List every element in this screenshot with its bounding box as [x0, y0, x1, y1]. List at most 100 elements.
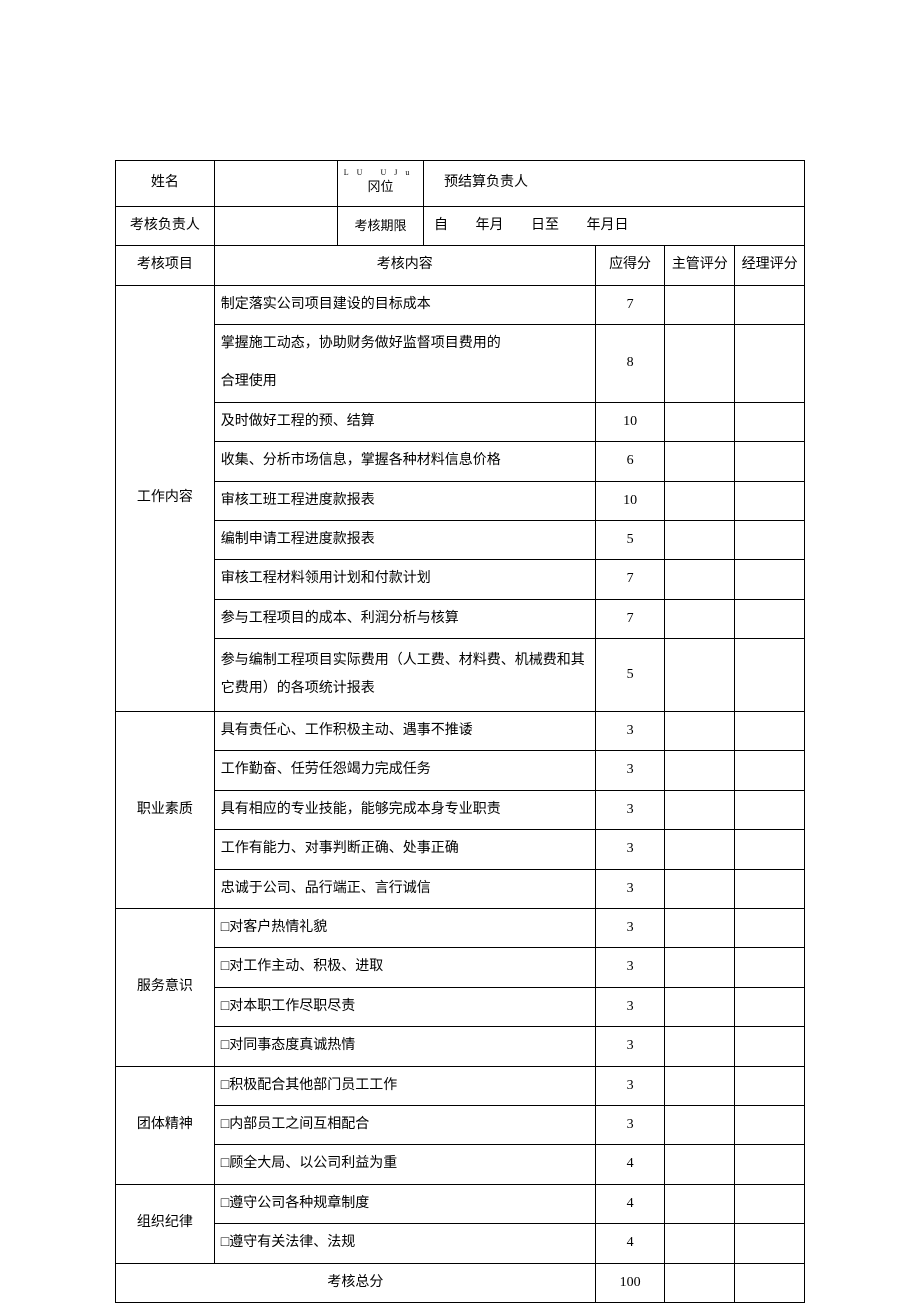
service-row-3: □对同事态度真诚热情 — [214, 1027, 595, 1066]
work-eval2-0[interactable] — [735, 285, 805, 324]
team-eval2-1[interactable] — [735, 1106, 805, 1145]
team-eval2-0[interactable] — [735, 1066, 805, 1105]
quality-eval2-2[interactable] — [735, 790, 805, 829]
name-value[interactable] — [214, 161, 337, 207]
service-eval1-1[interactable] — [665, 948, 735, 987]
post-label: 冈位 — [368, 179, 394, 194]
total-eval2[interactable] — [735, 1263, 805, 1302]
quality-eval1-1[interactable] — [665, 751, 735, 790]
total-eval1[interactable] — [665, 1263, 735, 1302]
section-work-label: 工作内容 — [116, 285, 215, 712]
quality-row-4: 忠诚于公司、品行端正、言行诚信 — [214, 869, 595, 908]
section-quality-label: 职业素质 — [116, 712, 215, 909]
service-score-2: 3 — [595, 987, 665, 1026]
discipline-eval2-0[interactable] — [735, 1184, 805, 1223]
team-score-0: 3 — [595, 1066, 665, 1105]
work-eval2-8[interactable] — [735, 639, 805, 712]
work-row-7: 参与工程项目的成本、利润分析与核算 — [214, 599, 595, 638]
section-team-label: 团体精神 — [116, 1066, 215, 1184]
total-score: 100 — [595, 1263, 665, 1302]
quality-row-1: 工作勤奋、任劳任怨竭力完成任务 — [214, 751, 595, 790]
service-eval1-0[interactable] — [665, 909, 735, 948]
service-eval2-1[interactable] — [735, 948, 805, 987]
work-row-6: 审核工程材料领用计划和付款计划 — [214, 560, 595, 599]
work-eval2-3[interactable] — [735, 442, 805, 481]
reviewer-label: 考核负责人 — [116, 206, 215, 245]
team-eval1-2[interactable] — [665, 1145, 735, 1184]
work-score-6: 7 — [595, 560, 665, 599]
team-eval2-2[interactable] — [735, 1145, 805, 1184]
work-eval1-1[interactable] — [665, 324, 735, 402]
team-row-2: □顾全大局、以公司利益为重 — [214, 1145, 595, 1184]
work-eval2-4[interactable] — [735, 481, 805, 520]
post-label-cell: LU UJu 冈位 — [338, 161, 424, 207]
reviewer-value[interactable] — [214, 206, 337, 245]
quality-row-2: 具有相应的专业技能，能够完成本身专业职责 — [214, 790, 595, 829]
work-score-8: 5 — [595, 639, 665, 712]
service-eval2-3[interactable] — [735, 1027, 805, 1066]
discipline-row-0: □遵守公司各种规章制度 — [214, 1184, 595, 1223]
section-service-label: 服务意识 — [116, 909, 215, 1067]
work-eval2-5[interactable] — [735, 520, 805, 559]
period-day-to: 日至 — [531, 218, 559, 233]
team-eval1-0[interactable] — [665, 1066, 735, 1105]
period-value[interactable]: 自 年月 日至 年月日 — [423, 206, 804, 245]
discipline-eval1-1[interactable] — [665, 1224, 735, 1263]
work-row-2: 及时做好工程的预、结算 — [214, 402, 595, 441]
total-label: 考核总分 — [116, 1263, 596, 1302]
quality-eval1-0[interactable] — [665, 712, 735, 751]
period-label: 考核期限 — [338, 206, 424, 245]
quality-eval2-4[interactable] — [735, 869, 805, 908]
name-label: 姓名 — [116, 161, 215, 207]
service-eval1-2[interactable] — [665, 987, 735, 1026]
team-eval1-1[interactable] — [665, 1106, 735, 1145]
team-score-2: 4 — [595, 1145, 665, 1184]
item-header: 考核项目 — [116, 246, 215, 285]
quality-eval2-1[interactable] — [735, 751, 805, 790]
work-eval1-2[interactable] — [665, 402, 735, 441]
service-score-0: 3 — [595, 909, 665, 948]
work-eval1-0[interactable] — [665, 285, 735, 324]
quality-eval1-2[interactable] — [665, 790, 735, 829]
discipline-eval2-1[interactable] — [735, 1224, 805, 1263]
discipline-eval1-0[interactable] — [665, 1184, 735, 1223]
work-eval1-6[interactable] — [665, 560, 735, 599]
work-eval2-1[interactable] — [735, 324, 805, 402]
work-eval2-7[interactable] — [735, 599, 805, 638]
eval2-header: 经理评分 — [735, 246, 805, 285]
discipline-score-1: 4 — [595, 1224, 665, 1263]
work-score-5: 5 — [595, 520, 665, 559]
section-discipline-label: 组织纪律 — [116, 1184, 215, 1263]
work-eval1-7[interactable] — [665, 599, 735, 638]
work-eval1-8[interactable] — [665, 639, 735, 712]
work-eval2-6[interactable] — [735, 560, 805, 599]
service-eval1-3[interactable] — [665, 1027, 735, 1066]
work-eval2-2[interactable] — [735, 402, 805, 441]
score-header: 应得分 — [595, 246, 665, 285]
work-row-8: 参与编制工程项目实际费用（人工费、材料费、机械费和其它费用）的各项统计报表 — [214, 639, 595, 712]
work-row-5: 编制申请工程进度款报表 — [214, 520, 595, 559]
service-eval2-2[interactable] — [735, 987, 805, 1026]
quality-eval1-3[interactable] — [665, 830, 735, 869]
quality-eval2-0[interactable] — [735, 712, 805, 751]
eval1-header: 主管评分 — [665, 246, 735, 285]
quality-score-1: 3 — [595, 751, 665, 790]
quality-score-0: 3 — [595, 712, 665, 751]
work-score-3: 6 — [595, 442, 665, 481]
quality-eval2-3[interactable] — [735, 830, 805, 869]
quality-score-2: 3 — [595, 790, 665, 829]
quality-score-3: 3 — [595, 830, 665, 869]
quality-eval1-4[interactable] — [665, 869, 735, 908]
work-eval1-3[interactable] — [665, 442, 735, 481]
service-eval2-0[interactable] — [735, 909, 805, 948]
period-from: 自 — [434, 218, 448, 233]
period-ym1: 年月 — [475, 218, 503, 233]
work-eval1-4[interactable] — [665, 481, 735, 520]
work-eval1-5[interactable] — [665, 520, 735, 559]
quality-row-3: 工作有能力、对事判断正确、处事正确 — [214, 830, 595, 869]
discipline-score-0: 4 — [595, 1184, 665, 1223]
work-score-2: 10 — [595, 402, 665, 441]
discipline-row-1: □遵守有关法律、法规 — [214, 1224, 595, 1263]
work-row-1a: 掌握施工动态，协助财务做好监督项目费用的 — [214, 324, 595, 363]
service-score-1: 3 — [595, 948, 665, 987]
